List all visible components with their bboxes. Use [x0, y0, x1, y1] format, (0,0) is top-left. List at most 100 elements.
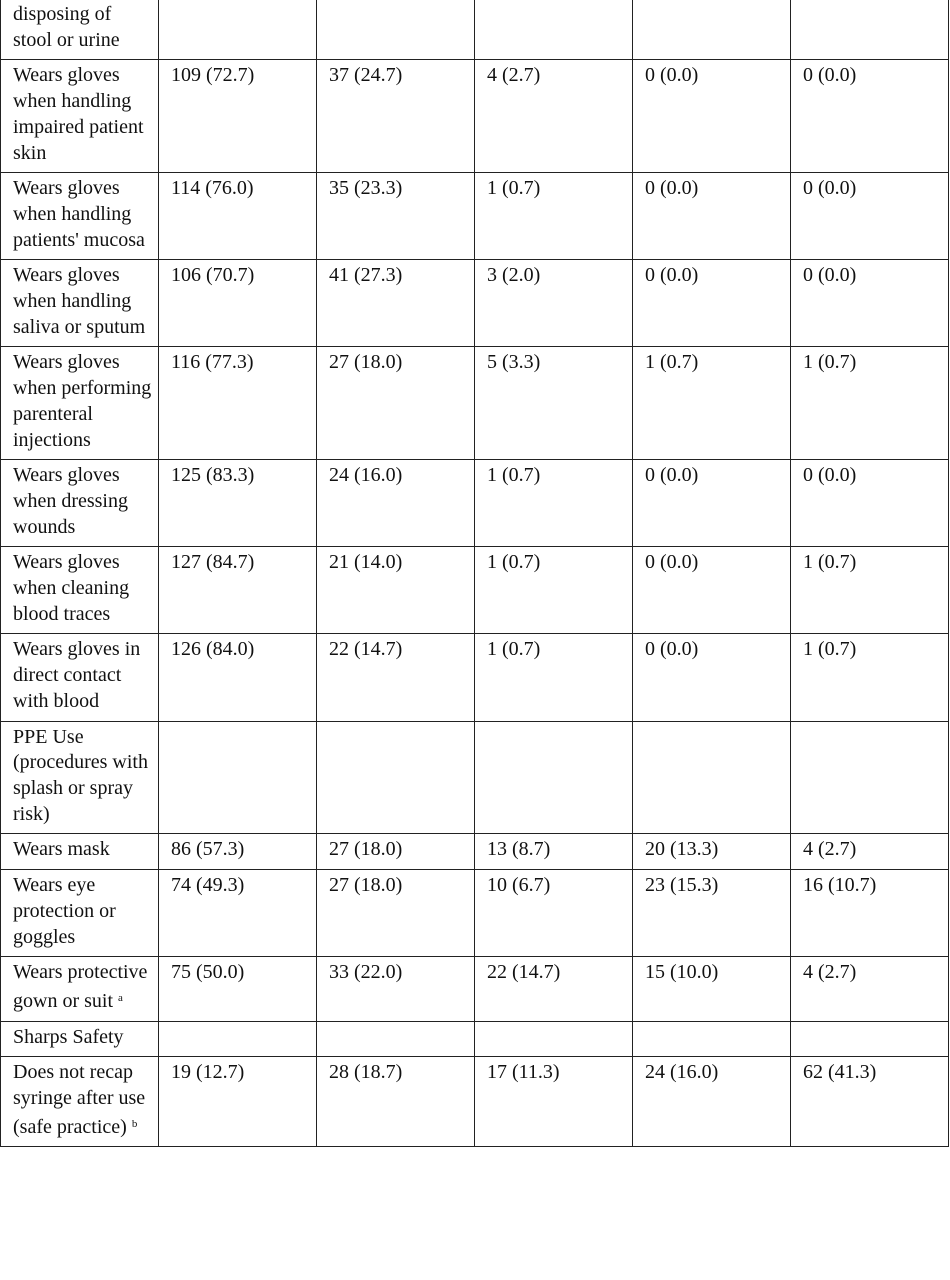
value-cell: 0 (0.0): [632, 459, 791, 548]
value-cell: [158, 0, 317, 61]
value-cell: 1 (0.7): [474, 546, 633, 635]
footnote-mark: b: [131, 1117, 138, 1130]
row-label: PPE Use (procedures with splash or spray…: [13, 725, 148, 825]
value-cell: 4 (2.7): [474, 59, 633, 174]
table-row: Wears gloves when handling patients' muc…: [0, 172, 949, 261]
table-row: Wears protective gown or suit a 75 (50.0)…: [0, 956, 949, 1022]
table-row: Wears mask 86 (57.3) 27 (18.0) 13 (8.7) 20 (…: [0, 833, 949, 871]
value-cell: 0 (0.0): [790, 459, 949, 548]
value-cell: 22 (14.7): [316, 633, 475, 722]
row-label-cell: Wears gloves when handling impaired pati…: [0, 59, 159, 174]
row-label: Wears gloves when handling impaired pati…: [13, 64, 144, 164]
value-cell: 126 (84.0): [158, 633, 317, 722]
value-cell: 125 (83.3): [158, 459, 317, 548]
value-cell: [316, 1020, 475, 1058]
value-cell: [632, 1020, 791, 1058]
value-cell: 0 (0.0): [790, 172, 949, 261]
row-label: Wears mask: [13, 838, 110, 861]
value-cell: 19 (12.7): [158, 1056, 317, 1148]
value-cell: 10 (6.7): [474, 869, 633, 958]
value-cell: 109 (72.7): [158, 59, 317, 174]
value-cell: [790, 1020, 949, 1058]
value-cell: 0 (0.0): [632, 172, 791, 261]
value-cell: 4 (2.7): [790, 833, 949, 871]
row-label: Does not recap syringe after use (safe p…: [13, 1061, 146, 1138]
value-cell: 37 (24.7): [316, 59, 475, 174]
row-label: disposing of stool or urine: [13, 3, 120, 51]
value-cell: 75 (50.0): [158, 956, 317, 1022]
table-row: Wears gloves when handling saliva or spu…: [0, 259, 949, 348]
value-cell: 13 (8.7): [474, 833, 633, 871]
value-cell: [158, 720, 317, 835]
row-label-cell: Wears gloves in direct contact with bloo…: [0, 633, 159, 722]
value-cell: [316, 720, 475, 835]
value-cell: 15 (10.0): [632, 956, 791, 1022]
value-cell: 0 (0.0): [632, 633, 791, 722]
value-cell: 0 (0.0): [632, 59, 791, 174]
value-cell: 5 (3.3): [474, 346, 633, 461]
value-cell: 116 (77.3): [158, 346, 317, 461]
table-row: PPE Use (procedures with splash or spray…: [0, 720, 949, 835]
row-label: Wears gloves when handling patients' muc…: [13, 177, 145, 251]
value-cell: 1 (0.7): [474, 459, 633, 548]
value-cell: [158, 1020, 317, 1058]
row-label-cell: Wears gloves when cleaning blood traces: [0, 546, 159, 635]
value-cell: 4 (2.7): [790, 956, 949, 1022]
table-row: Sharps Safety: [0, 1020, 949, 1058]
value-cell: 0 (0.0): [790, 259, 949, 348]
row-label: Wears protective gown or suit: [13, 961, 148, 1012]
value-cell: 3 (2.0): [474, 259, 633, 348]
value-cell: 16 (10.7): [790, 869, 949, 958]
value-cell: 35 (23.3): [316, 172, 475, 261]
table-row: Wears gloves when dressing wounds 125 (83…: [0, 459, 949, 548]
row-label-cell: Wears mask: [0, 833, 159, 871]
value-cell: 1 (0.7): [790, 546, 949, 635]
row-label: Sharps Safety: [13, 1025, 124, 1048]
table-row: Wears gloves when cleaning blood traces 1…: [0, 546, 949, 635]
value-cell: 21 (14.0): [316, 546, 475, 635]
value-cell: 24 (16.0): [632, 1056, 791, 1148]
footnote-mark: a: [118, 991, 123, 1004]
value-cell: [474, 720, 633, 835]
value-cell: 20 (13.3): [632, 833, 791, 871]
value-cell: 62 (41.3): [790, 1056, 949, 1148]
value-cell: 106 (70.7): [158, 259, 317, 348]
value-cell: 0 (0.0): [632, 259, 791, 348]
row-label: Wears gloves in direct contact with bloo…: [13, 638, 141, 712]
value-cell: [474, 1020, 633, 1058]
value-cell: [474, 0, 633, 61]
row-label-cell: disposing of stool or urine: [0, 0, 159, 61]
row-label-cell: Does not recap syringe after use (safe p…: [0, 1056, 159, 1148]
row-label-cell: Wears gloves when performing parenteral …: [0, 346, 159, 461]
row-label-cell: Wears gloves when handling patients' muc…: [0, 172, 159, 261]
value-cell: 127 (84.7): [158, 546, 317, 635]
row-label-cell: PPE Use (procedures with splash or spray…: [0, 720, 159, 835]
table-row: Wears gloves when performing parenteral …: [0, 346, 949, 461]
row-label-cell: Wears eye protection or goggles: [0, 869, 159, 958]
table-row: disposing of stool or urine: [0, 0, 949, 61]
row-label: Wears gloves when cleaning blood traces: [13, 551, 130, 625]
value-cell: 1 (0.7): [474, 633, 633, 722]
value-cell: 0 (0.0): [632, 546, 791, 635]
value-cell: 23 (15.3): [632, 869, 791, 958]
table-row: Does not recap syringe after use (safe p…: [0, 1056, 949, 1148]
table-row: Wears gloves when handling impaired pati…: [0, 59, 949, 174]
value-cell: 1 (0.7): [632, 346, 791, 461]
value-cell: 17 (11.3): [474, 1056, 633, 1148]
value-cell: [316, 0, 475, 61]
value-cell: 27 (18.0): [316, 869, 475, 958]
row-label-cell: Wears gloves when handling saliva or spu…: [0, 259, 159, 348]
row-label-cell: Sharps Safety: [0, 1020, 159, 1058]
value-cell: 27 (18.0): [316, 833, 475, 871]
value-cell: 74 (49.3): [158, 869, 317, 958]
value-cell: 114 (76.0): [158, 172, 317, 261]
row-label: Wears gloves when dressing wounds: [13, 464, 128, 538]
value-cell: 86 (57.3): [158, 833, 317, 871]
data-table: disposing of stool or urine Wears gloves …: [0, 0, 949, 1148]
value-cell: [632, 720, 791, 835]
row-label: Wears eye protection or goggles: [13, 874, 116, 948]
value-cell: 0 (0.0): [790, 59, 949, 174]
value-cell: 1 (0.7): [790, 633, 949, 722]
value-cell: 28 (18.7): [316, 1056, 475, 1148]
value-cell: 22 (14.7): [474, 956, 633, 1022]
